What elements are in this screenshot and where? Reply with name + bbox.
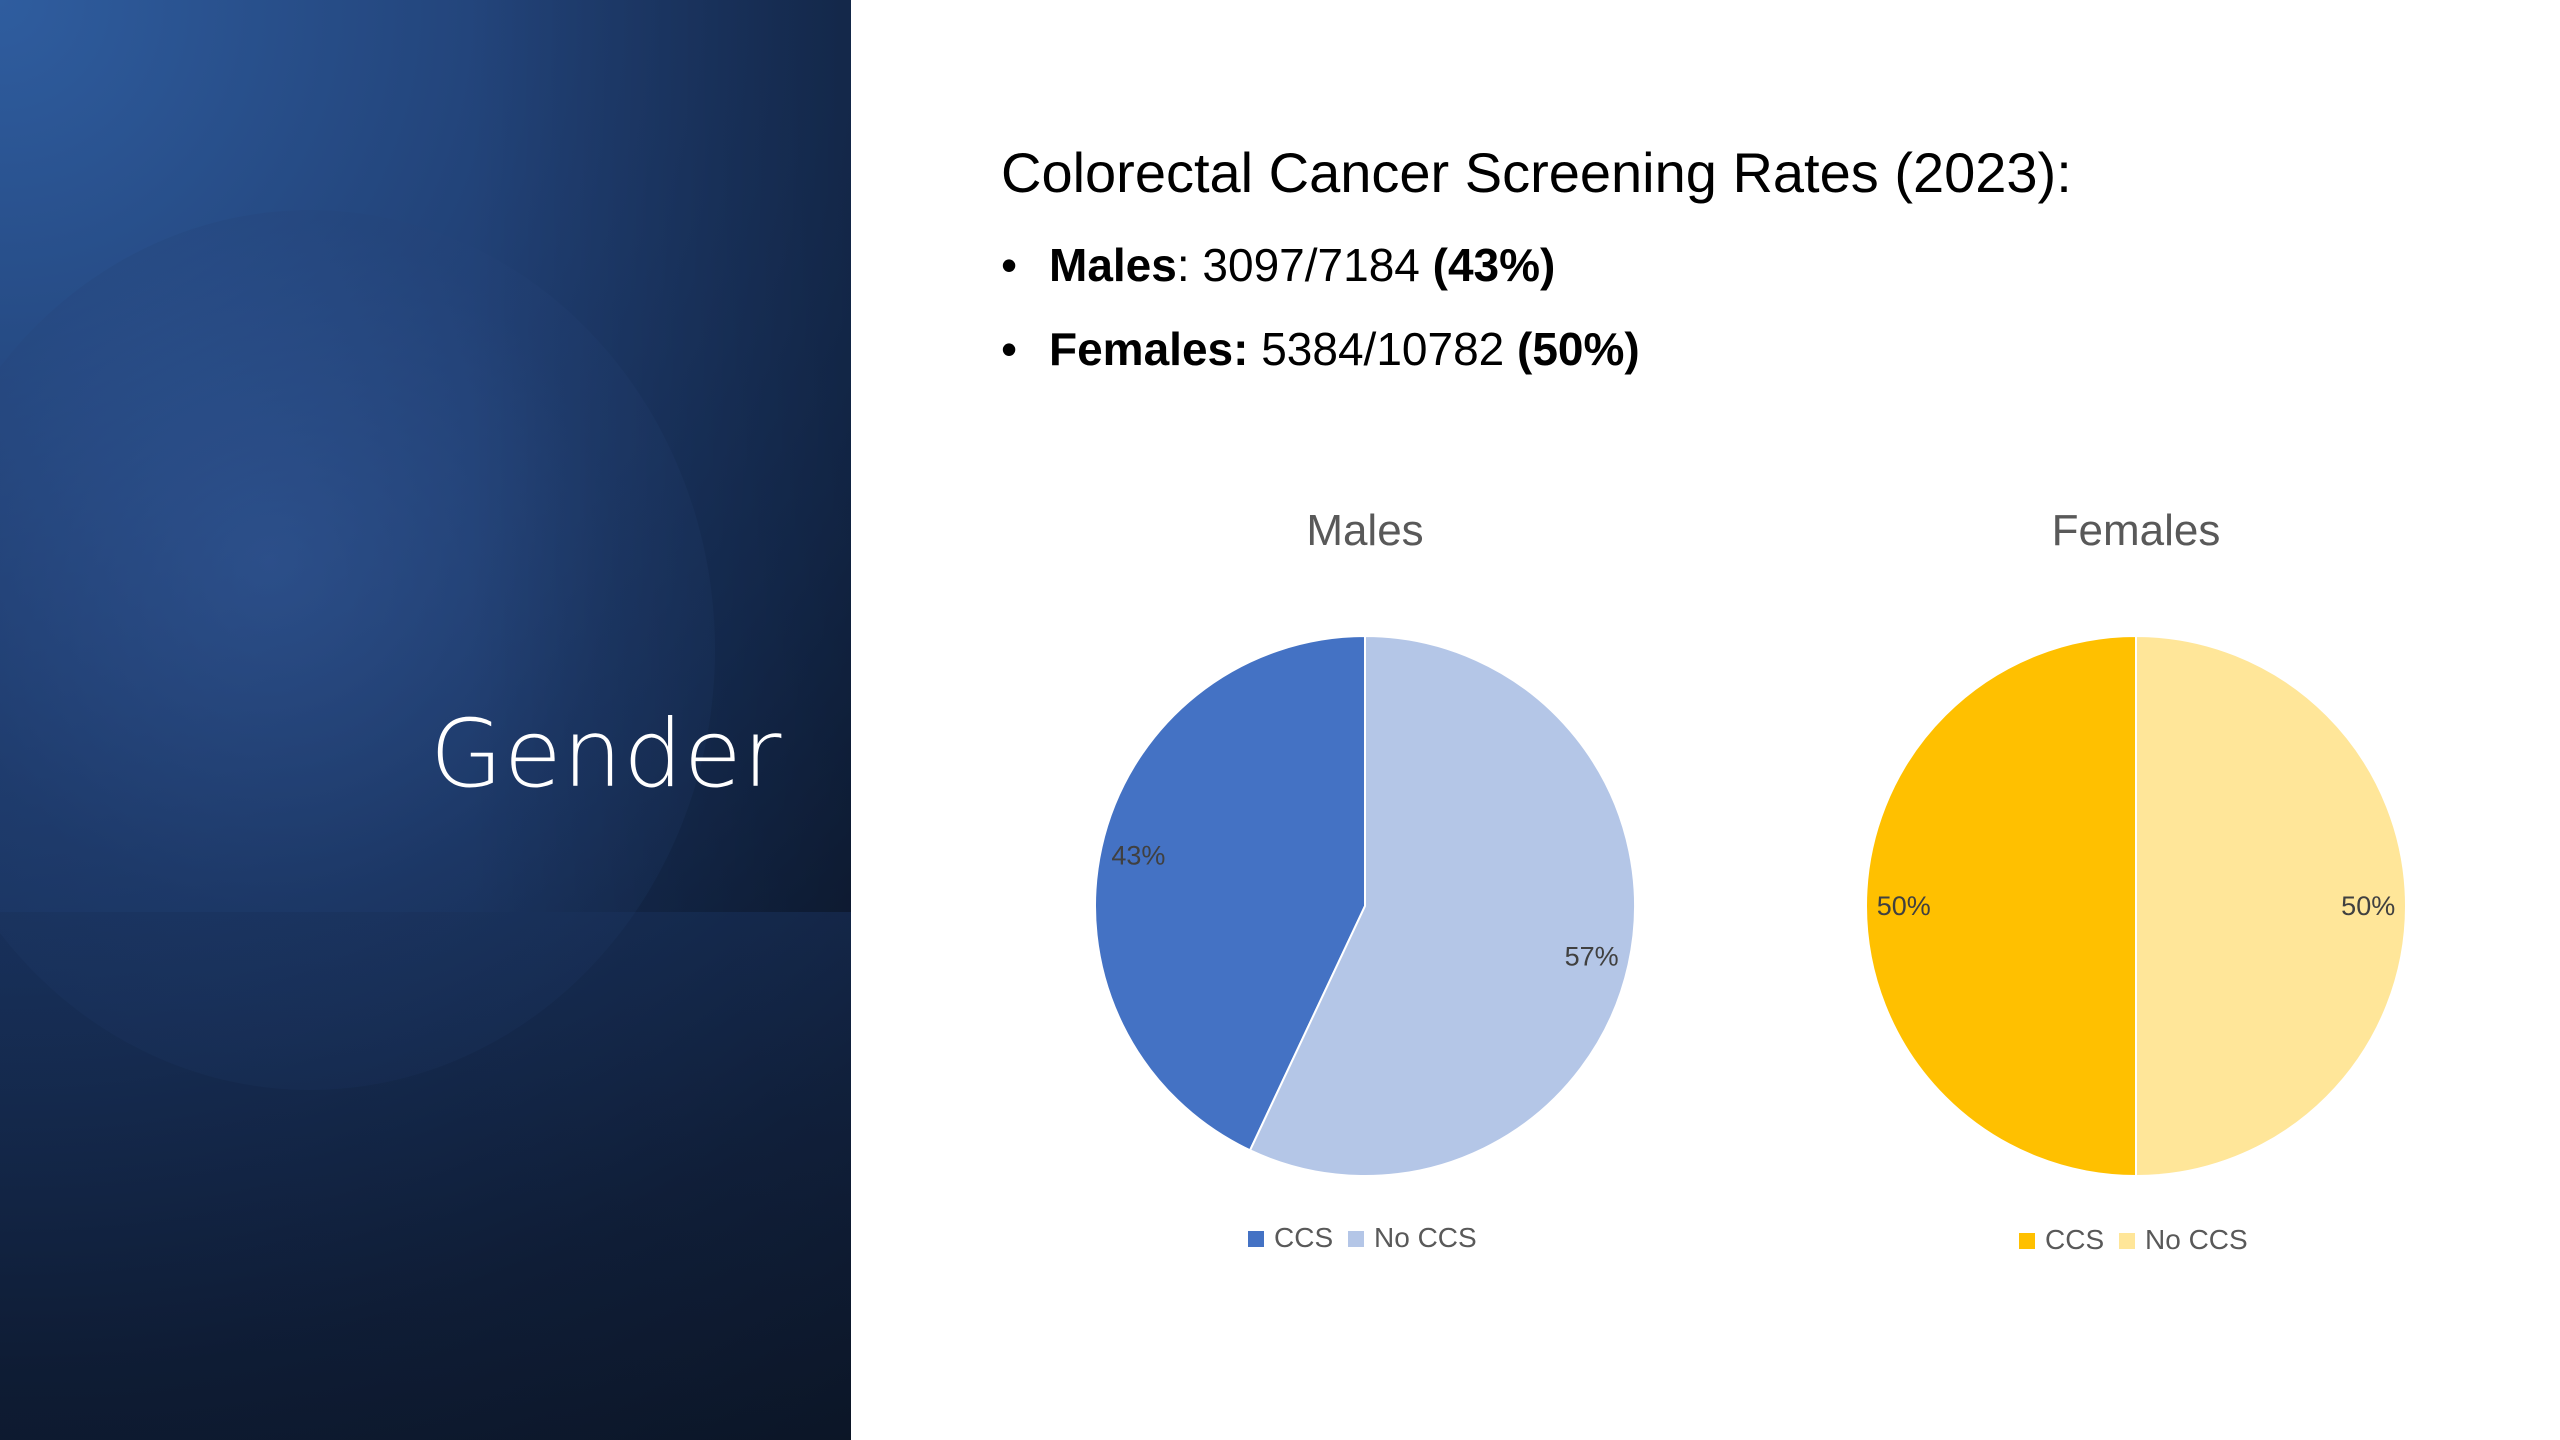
chart-legend: CCS No CCS	[2019, 1224, 2248, 1255]
legend-label: CCS	[1274, 1222, 1333, 1253]
data-label: 57%	[1565, 942, 1619, 972]
slide-heading: Colorectal Cancer Screening Rates (2023)…	[1001, 141, 2072, 204]
decorative-band	[0, 912, 851, 1440]
bullet-label: Females:	[1049, 323, 1249, 375]
chart-title: Males	[1306, 506, 1423, 555]
legend-label: No CCS	[1374, 1222, 1477, 1253]
bullet-item-females: • Females: 5384/10782 (50%)	[1001, 322, 1640, 376]
legend-swatch	[2119, 1233, 2135, 1249]
pie-slice-no-ccs	[1248, 634, 1637, 1177]
data-label: 43%	[1111, 840, 1165, 870]
data-label: 50%	[1877, 891, 1931, 921]
legend-label: CCS	[2045, 1224, 2104, 1255]
bullet-item-males: • Males: 3097/7184 (43%)	[1001, 238, 1555, 292]
chart-legend: CCS No CCS	[1248, 1222, 1477, 1253]
legend-label: No CCS	[2145, 1224, 2248, 1255]
pie-chart-males: Males 43% 57% CCS No CCS	[1094, 506, 1637, 1253]
bullet-count: 3097/7184	[1202, 239, 1420, 291]
bullet-percent: (43%)	[1432, 239, 1556, 291]
bullet-count: 5384/10782	[1261, 323, 1505, 375]
section-panel	[0, 0, 851, 1440]
pie-slice-ccs	[1865, 634, 2137, 1178]
section-title: Gender	[430, 700, 783, 809]
chart-title: Females	[2052, 506, 2221, 555]
bullet-separator: :	[1176, 239, 1203, 291]
pie-slice-no-ccs	[2135, 634, 2407, 1178]
bullet-dot: •	[1001, 239, 1018, 291]
decorative-shade	[0, 0, 851, 912]
legend-swatch	[1248, 1231, 1264, 1247]
pie-chart-females: Females 50% 50% CCS No CCS	[1865, 506, 2407, 1255]
decorative-circle	[0, 210, 715, 1090]
legend-swatch	[2019, 1233, 2035, 1249]
bullet-label: Males	[1049, 239, 1177, 291]
legend-swatch	[1348, 1231, 1364, 1247]
bullet-dot: •	[1001, 323, 1018, 375]
pie-slice-ccs	[1094, 634, 1366, 1152]
bullet-percent: (50%)	[1517, 323, 1640, 375]
data-label: 50%	[2341, 891, 2395, 921]
